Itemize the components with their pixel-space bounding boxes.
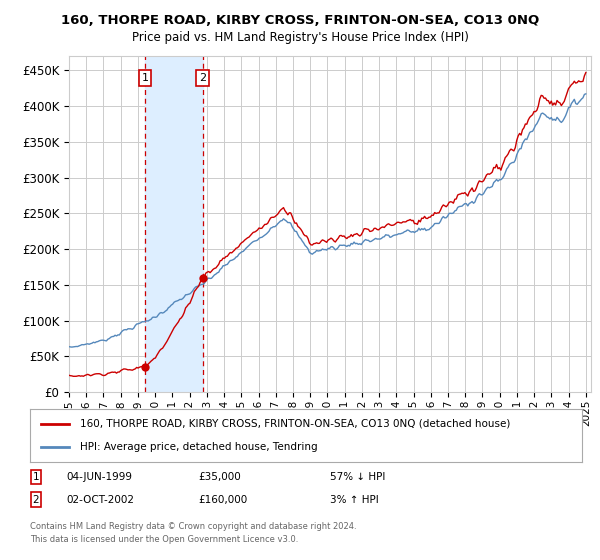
Text: 57% ↓ HPI: 57% ↓ HPI bbox=[330, 472, 385, 482]
Text: £35,000: £35,000 bbox=[198, 472, 241, 482]
Text: £160,000: £160,000 bbox=[198, 494, 247, 505]
Text: Contains HM Land Registry data © Crown copyright and database right 2024.: Contains HM Land Registry data © Crown c… bbox=[30, 522, 356, 531]
Text: 160, THORPE ROAD, KIRBY CROSS, FRINTON-ON-SEA, CO13 0NQ: 160, THORPE ROAD, KIRBY CROSS, FRINTON-O… bbox=[61, 14, 539, 27]
Text: HPI: Average price, detached house, Tendring: HPI: Average price, detached house, Tend… bbox=[80, 442, 317, 452]
Text: 3% ↑ HPI: 3% ↑ HPI bbox=[330, 494, 379, 505]
Text: 04-JUN-1999: 04-JUN-1999 bbox=[66, 472, 132, 482]
Text: 1: 1 bbox=[142, 73, 149, 83]
Text: 1: 1 bbox=[32, 472, 40, 482]
Text: 2: 2 bbox=[32, 494, 40, 505]
Text: 160, THORPE ROAD, KIRBY CROSS, FRINTON-ON-SEA, CO13 0NQ (detached house): 160, THORPE ROAD, KIRBY CROSS, FRINTON-O… bbox=[80, 419, 510, 429]
Text: This data is licensed under the Open Government Licence v3.0.: This data is licensed under the Open Gov… bbox=[30, 535, 298, 544]
Text: 02-OCT-2002: 02-OCT-2002 bbox=[66, 494, 134, 505]
Text: 2: 2 bbox=[199, 73, 206, 83]
Bar bbox=[145, 56, 203, 392]
Text: Price paid vs. HM Land Registry's House Price Index (HPI): Price paid vs. HM Land Registry's House … bbox=[131, 31, 469, 44]
